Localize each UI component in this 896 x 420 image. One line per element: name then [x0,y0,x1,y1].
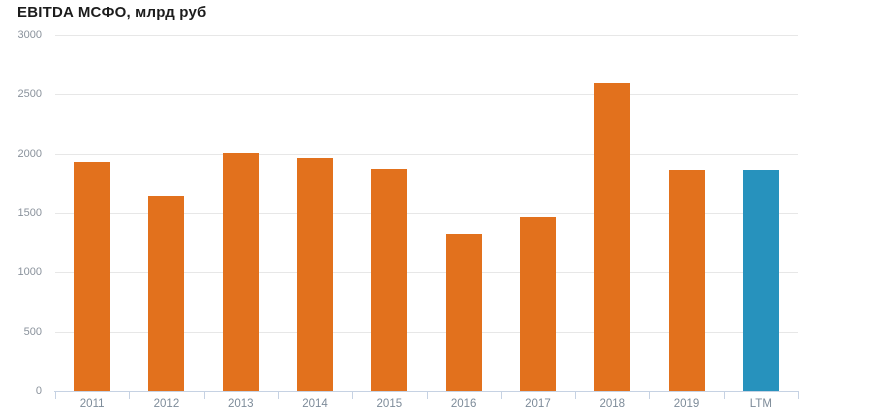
x-tick-label-2018: 2018 [599,398,626,410]
gridline-2500 [55,94,798,96]
y-tick-label-0: 0 [35,385,42,397]
bar-2019 [668,170,705,391]
x-axis-tick [500,391,502,399]
bar-2017 [519,216,556,391]
bar-2011 [74,162,111,391]
chart-title: EBITDA МСФО, млрд руб [17,4,207,21]
gridline-3000 [55,35,798,36]
x-tick-label-2011: 2011 [79,398,105,410]
y-tick-label-2500: 2500 [17,88,42,101]
x-tick-label-2019: 2019 [673,398,700,410]
x-tick-label-2017: 2017 [525,398,551,410]
x-tick-label-2012: 2012 [153,398,180,410]
bar-2012 [148,195,185,391]
x-tick-label-2015: 2015 [376,398,403,410]
x-axis-tick [55,391,56,399]
y-tick-label-3000: 3000 [17,29,42,41]
gridline-1500 [55,213,798,214]
x-tick-label-2013: 2013 [227,398,254,410]
x-axis-tick [203,391,205,399]
bar-2018 [594,82,631,391]
x-axis-tick [277,391,279,399]
gridline-500 [55,331,798,333]
bar-2013 [222,152,259,391]
y-tick-label-500: 500 [23,325,42,338]
y-tick-label-1000: 1000 [17,266,42,279]
gridline-1000 [55,272,798,274]
x-axis-tick [575,391,577,399]
bar-2014 [297,158,334,391]
y-tick-label-1500: 1500 [17,207,42,219]
x-tick-label-2014: 2014 [302,398,328,410]
x-axis-tick [426,391,428,399]
y-tick-label-2000: 2000 [17,147,42,160]
x-axis-tick [129,391,131,399]
bar-ltm [742,170,779,391]
x-axis-tick [723,391,725,399]
plot-area [55,35,798,391]
x-tick-label-2016: 2016 [450,398,477,410]
gridline-2000 [55,153,798,155]
bar-2015 [371,168,408,391]
x-axis-tick [798,391,799,399]
x-tick-label-ltm: LTM [749,398,772,410]
bar-2016 [445,234,482,391]
x-axis-tick [649,391,651,399]
x-axis-tick [352,391,354,399]
